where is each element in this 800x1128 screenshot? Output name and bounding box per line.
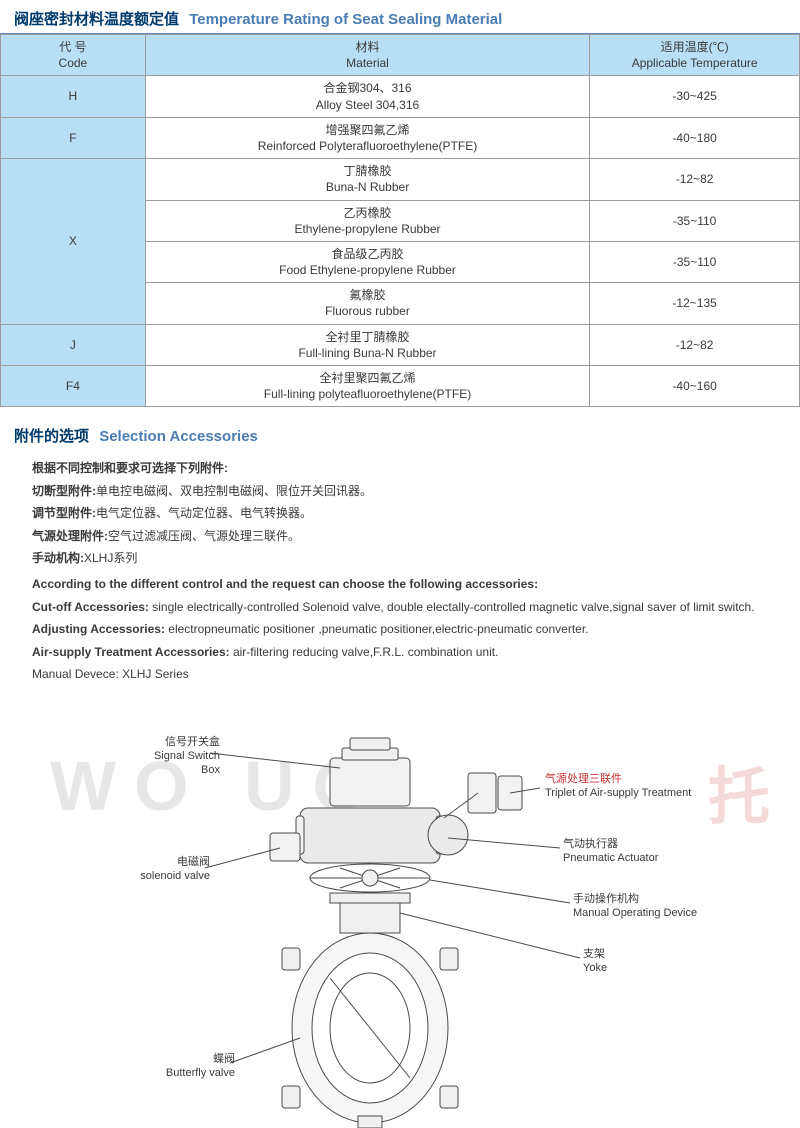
temp-cell: -30~425: [590, 76, 800, 117]
sel-title-en: Selection Accessories: [99, 428, 258, 445]
th-temp: 适用温度(℃) Applicable Temperature: [590, 35, 800, 76]
cn-cutoff: 切断型附件:单电控电磁阀、双电控制电磁阀、限位开关回讯器。: [32, 481, 782, 501]
en-air: Air-supply Treatment Accessories: air-fi…: [32, 642, 782, 662]
table-header-row: 代 号 Code 材料 Material 适用温度(℃) Applicable …: [1, 35, 800, 76]
mat-cell: 全衬里聚四氟乙烯Full-lining polyteafluoroethylen…: [145, 366, 589, 407]
cn-man: 手动机构:XLHJ系列: [32, 548, 782, 568]
label-signalbox: 信号开关盒Signal Switch Box: [140, 736, 220, 777]
en-intro: According to the different control and t…: [32, 574, 782, 594]
sel-title-cn: 附件的选项: [14, 428, 89, 445]
label-triplet: 气源处理三联件Triplet of Air-supply Treatment: [545, 773, 691, 801]
temp-cell: -12~82: [590, 159, 800, 200]
th-material: 材料 Material: [145, 35, 589, 76]
valve-diagram: WO UO 托: [0, 698, 800, 1128]
section-title-temp: 阀座密封材料温度额定值 Temperature Rating of Seat S…: [0, 0, 800, 34]
mat-cell: 氟橡胶Fluorous rubber: [145, 283, 589, 324]
temp-cell: -12~82: [590, 324, 800, 365]
code-cell: F: [1, 117, 146, 158]
label-solenoid: 电磁阀solenoid valve: [130, 856, 210, 884]
mat-cell: 全衬里丁腈橡胶Full-lining Buna-N Rubber: [145, 324, 589, 365]
code-cell: H: [1, 76, 146, 117]
table-row: J 全衬里丁腈橡胶Full-lining Buna-N Rubber -12~8…: [1, 324, 800, 365]
temp-cell: -40~160: [590, 366, 800, 407]
th-code: 代 号 Code: [1, 35, 146, 76]
mat-cell: 食品级乙丙胶Food Ethylene-propylene Rubber: [145, 241, 589, 282]
table-row: H 合金钢304、316Alloy Steel 304,316 -30~425: [1, 76, 800, 117]
cn-adj: 调节型附件:电气定位器、气动定位器、电气转换器。: [32, 503, 782, 523]
title-en: Temperature Rating of Seat Sealing Mater…: [189, 11, 502, 28]
table-row: X 丁腈橡胶Buna-N Rubber -12~82: [1, 159, 800, 200]
en-cutoff: Cut-off Accessories: single electrically…: [32, 597, 782, 617]
temp-cell: -40~180: [590, 117, 800, 158]
title-cn: 阀座密封材料温度额定值: [14, 11, 179, 28]
en-adj: Adjusting Accessories: electropneumatic …: [32, 619, 782, 639]
label-actuator: 气动执行器Pneumatic Actuator: [563, 838, 658, 866]
cn-air: 气源处理附件:空气过滤减压阀、气源处理三联件。: [32, 526, 782, 546]
temp-cell: -35~110: [590, 200, 800, 241]
mat-cell: 乙丙橡胶Ethylene-propylene Rubber: [145, 200, 589, 241]
label-manual: 手动操作机构Manual Operating Device: [573, 893, 697, 921]
mat-cell: 丁腈橡胶Buna-N Rubber: [145, 159, 589, 200]
label-yoke: 支架Yoke: [583, 948, 607, 976]
temp-rating-table: 代 号 Code 材料 Material 适用温度(℃) Applicable …: [0, 34, 800, 407]
section-title-sel: 附件的选项 Selection Accessories: [0, 417, 800, 450]
code-cell: J: [1, 324, 146, 365]
en-man: Manual Devece: XLHJ Series: [32, 664, 782, 684]
label-butterfly: 蝶阀Butterfly valve: [155, 1053, 235, 1081]
code-cell: X: [1, 159, 146, 325]
code-cell: F4: [1, 366, 146, 407]
table-row: F4 全衬里聚四氟乙烯Full-lining polyteafluoroethy…: [1, 366, 800, 407]
temp-cell: -35~110: [590, 241, 800, 282]
mat-cell: 合金钢304、316Alloy Steel 304,316: [145, 76, 589, 117]
mat-cell: 增强聚四氟乙烯Reinforced Polyterafluoroethylene…: [145, 117, 589, 158]
temp-cell: -12~135: [590, 283, 800, 324]
table-row: F 增强聚四氟乙烯Reinforced Polyterafluoroethyle…: [1, 117, 800, 158]
selection-text: 根据不同控制和要求可选择下列附件: 切断型附件:单电控电磁阀、双电控制电磁阀、限…: [0, 450, 800, 698]
cn-intro: 根据不同控制和要求可选择下列附件:: [32, 458, 782, 478]
